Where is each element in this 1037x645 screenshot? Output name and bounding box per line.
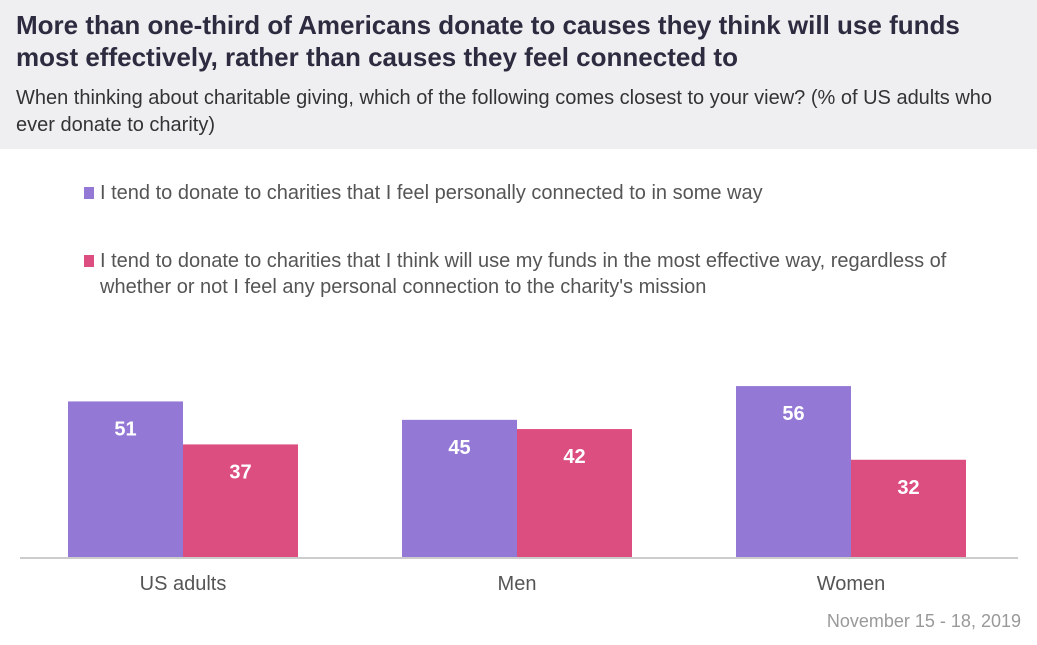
- bar-us-adults-series-1: [68, 401, 183, 558]
- legend-item-personal: I tend to donate to charities that I fee…: [84, 180, 1004, 206]
- legend-item-effective: I tend to donate to charities that I thi…: [84, 248, 1004, 300]
- data-label: 32: [897, 477, 919, 499]
- legend-label-personal: I tend to donate to charities that I fee…: [100, 182, 763, 204]
- x-tick-label: Women: [817, 573, 886, 595]
- bar-men-series-2: [517, 429, 632, 558]
- legend-swatch-personal: [84, 187, 94, 199]
- bar-us-adults-series-2: [183, 444, 298, 558]
- bar-women-series-1: [736, 386, 851, 558]
- legend-swatch-effective: [84, 255, 94, 267]
- x-tick-label: Men: [498, 573, 537, 595]
- header-panel: More than one-third of Americans donate …: [0, 0, 1037, 149]
- chart-title: More than one-third of Americans donate …: [16, 10, 960, 72]
- data-label: 37: [229, 461, 251, 483]
- data-label: 42: [563, 446, 585, 468]
- data-label: 51: [114, 418, 136, 440]
- legend-label-effective: I tend to donate to charities that I thi…: [100, 250, 947, 298]
- bar-chart: 51 37 US adults 45 42 Men 56 32 Women: [20, 386, 1018, 595]
- x-tick-label: US adults: [140, 573, 227, 595]
- data-label: 45: [448, 437, 470, 459]
- date-footnote: November 15 - 18, 2019: [826, 611, 1021, 631]
- bar-women-series-2: [851, 459, 966, 558]
- chart-subtitle: When thinking about charitable giving, w…: [16, 87, 993, 136]
- data-label: 56: [782, 403, 804, 425]
- bar-men-series-1: [402, 419, 517, 558]
